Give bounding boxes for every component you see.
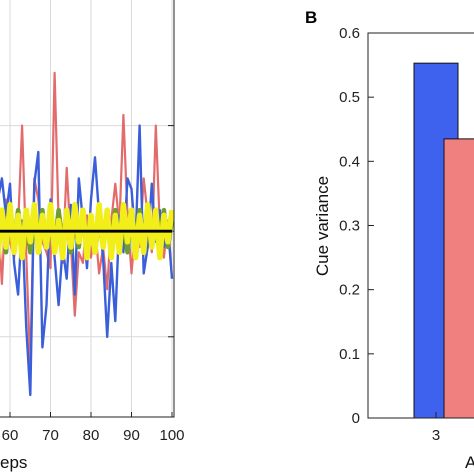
left-plot-frame xyxy=(0,0,175,418)
right-y-ticks: 0 0.1 0.2 0.3 0.4 0.5 0.6 xyxy=(339,25,374,427)
series-line-4 xyxy=(0,202,175,261)
right-y-tick-label: 0.4 xyxy=(339,153,360,170)
left-x-tick-label: 60 xyxy=(2,427,19,444)
right-y-tick-label: 0.2 xyxy=(339,282,360,299)
right-y-axis-label: Cue variance xyxy=(313,176,332,276)
left-x-tick-label: 70 xyxy=(42,427,59,444)
right-y-tick-label: 0.3 xyxy=(339,218,360,235)
left-x-tick-label: 80 xyxy=(83,427,100,444)
right-y-tick-label: 0 xyxy=(352,410,360,427)
bar-2 xyxy=(443,138,474,419)
right-x-tick-labels: 3 xyxy=(432,412,440,444)
right-x-tick-label: 3 xyxy=(432,427,440,444)
right-y-tick-label: 0.6 xyxy=(339,25,360,42)
right-y-tick-label: 0.1 xyxy=(339,346,360,363)
left-x-tick-labels: 60 70 80 90 100 xyxy=(2,412,185,444)
right-panel: B 0 0.1 0.2 0.3 0.4 0.5 0.6 3 Cue variance A xyxy=(305,8,474,472)
right-x-axis-label-fragment: A xyxy=(465,453,474,472)
panel-letter-b: B xyxy=(305,8,317,27)
right-y-tick-label: 0.5 xyxy=(339,89,360,106)
left-series-lines xyxy=(0,71,175,397)
right-bars xyxy=(413,62,474,419)
left-panel: 60 70 80 90 100 eps xyxy=(0,0,185,472)
left-x-tick-label: 100 xyxy=(159,427,184,444)
left-x-axis-label-fragment: eps xyxy=(0,453,27,472)
left-x-tick-label: 90 xyxy=(123,427,140,444)
